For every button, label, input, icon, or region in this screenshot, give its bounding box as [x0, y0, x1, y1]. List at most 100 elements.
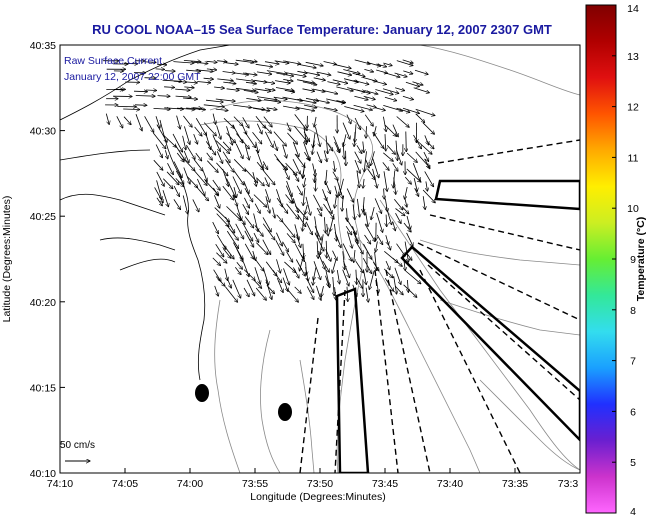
current-vector — [285, 287, 298, 302]
current-vector — [197, 82, 211, 83]
current-vector — [375, 241, 377, 252]
current-vector — [356, 277, 363, 289]
current-vector — [216, 125, 221, 139]
current-vector — [254, 88, 271, 92]
colorbar-ticks: 14 13 12 11 10 9 8 7 6 5 4 — [612, 3, 639, 518]
current-vector — [287, 132, 297, 144]
current-vector — [313, 261, 321, 280]
current-vector — [424, 171, 434, 186]
colorbar-tick-label: 7 — [630, 356, 636, 368]
current-vector — [364, 69, 373, 72]
current-vector — [414, 69, 428, 74]
current-vector — [286, 122, 291, 132]
current-vector — [157, 96, 171, 97]
current-vector — [412, 81, 424, 85]
current-vector — [155, 69, 165, 70]
current-vector — [222, 185, 234, 200]
current-vector — [384, 124, 396, 136]
y-axis-ticks: 40:35 40:30 40:25 40:20 40:15 40:10 — [30, 40, 65, 480]
current-vector — [156, 197, 163, 206]
y-tick-label: 40:35 — [30, 40, 56, 52]
current-vector — [333, 63, 351, 68]
current-vector — [385, 134, 386, 151]
current-vector — [203, 104, 225, 107]
current-vector — [346, 188, 353, 203]
current-vector — [276, 232, 282, 246]
current-vector — [366, 62, 381, 66]
current-vector — [332, 171, 338, 181]
current-vector — [306, 278, 314, 292]
current-vector — [175, 178, 184, 187]
current-vector — [292, 159, 300, 174]
current-vector — [404, 241, 408, 263]
current-vector — [265, 196, 270, 213]
current-vector — [283, 60, 301, 64]
current-vector — [306, 286, 314, 299]
current-vector — [372, 158, 379, 178]
current-vector — [265, 131, 273, 148]
current-vector — [183, 150, 189, 163]
current-vector — [243, 73, 257, 75]
current-vector — [305, 61, 324, 66]
current-vector — [233, 159, 246, 171]
current-vector — [215, 98, 236, 101]
current-vector — [186, 70, 200, 71]
current-vector — [346, 114, 351, 124]
current-vector — [203, 122, 216, 136]
colorbar-tick-label: 11 — [628, 152, 639, 164]
current-vector — [362, 258, 372, 274]
current-vector — [283, 105, 299, 109]
current-vector — [323, 61, 337, 65]
x-tick-label: 73:55 — [242, 478, 268, 490]
current-vector — [314, 226, 321, 240]
current-vector — [353, 104, 373, 110]
current-vector — [313, 276, 314, 285]
map-title: RU COOL NOAA–15 Sea Surface Temperature:… — [92, 22, 552, 37]
current-vector — [394, 72, 408, 77]
current-vector — [354, 239, 363, 254]
current-vector — [184, 87, 194, 88]
current-vector — [303, 187, 305, 206]
current-vector — [276, 197, 288, 213]
current-vector — [276, 72, 293, 76]
current-vector — [354, 95, 368, 100]
current-vector — [242, 204, 249, 214]
current-vector — [336, 270, 339, 284]
current-vector — [273, 131, 287, 147]
current-vector — [335, 287, 336, 300]
current-vector — [243, 181, 249, 193]
current-vector — [415, 108, 435, 115]
current-vector — [327, 142, 332, 151]
current-vector — [256, 177, 264, 186]
colorbar-title: Temperature (°C) — [635, 217, 647, 302]
current-vector — [234, 267, 241, 274]
current-vector — [376, 63, 387, 67]
current-vector — [216, 213, 229, 227]
current-vector — [215, 243, 224, 257]
current-vector — [393, 198, 403, 210]
current-vector — [263, 99, 281, 103]
current-vector — [372, 80, 387, 85]
colorbar-tick-label: 14 — [627, 3, 639, 15]
current-vector — [256, 71, 272, 74]
current-vector — [362, 77, 377, 82]
current-vector — [255, 141, 259, 153]
current-vector — [282, 96, 303, 101]
current-vector — [255, 287, 266, 300]
current-vector — [253, 280, 262, 288]
y-tick-label: 40:30 — [30, 126, 56, 138]
current-vector — [375, 107, 385, 111]
current-vector — [175, 96, 192, 97]
current-vector — [320, 234, 324, 254]
current-vector — [233, 116, 243, 126]
current-vector — [347, 231, 352, 248]
current-vector — [215, 276, 225, 287]
x-tick-label: 74:00 — [177, 478, 203, 490]
current-vector — [286, 180, 293, 197]
current-vector — [404, 176, 411, 184]
current-vector — [384, 96, 397, 101]
current-vector — [282, 222, 295, 237]
x-tick-label: 74:05 — [112, 478, 138, 490]
current-vector — [392, 124, 398, 137]
current-vector — [193, 62, 208, 63]
